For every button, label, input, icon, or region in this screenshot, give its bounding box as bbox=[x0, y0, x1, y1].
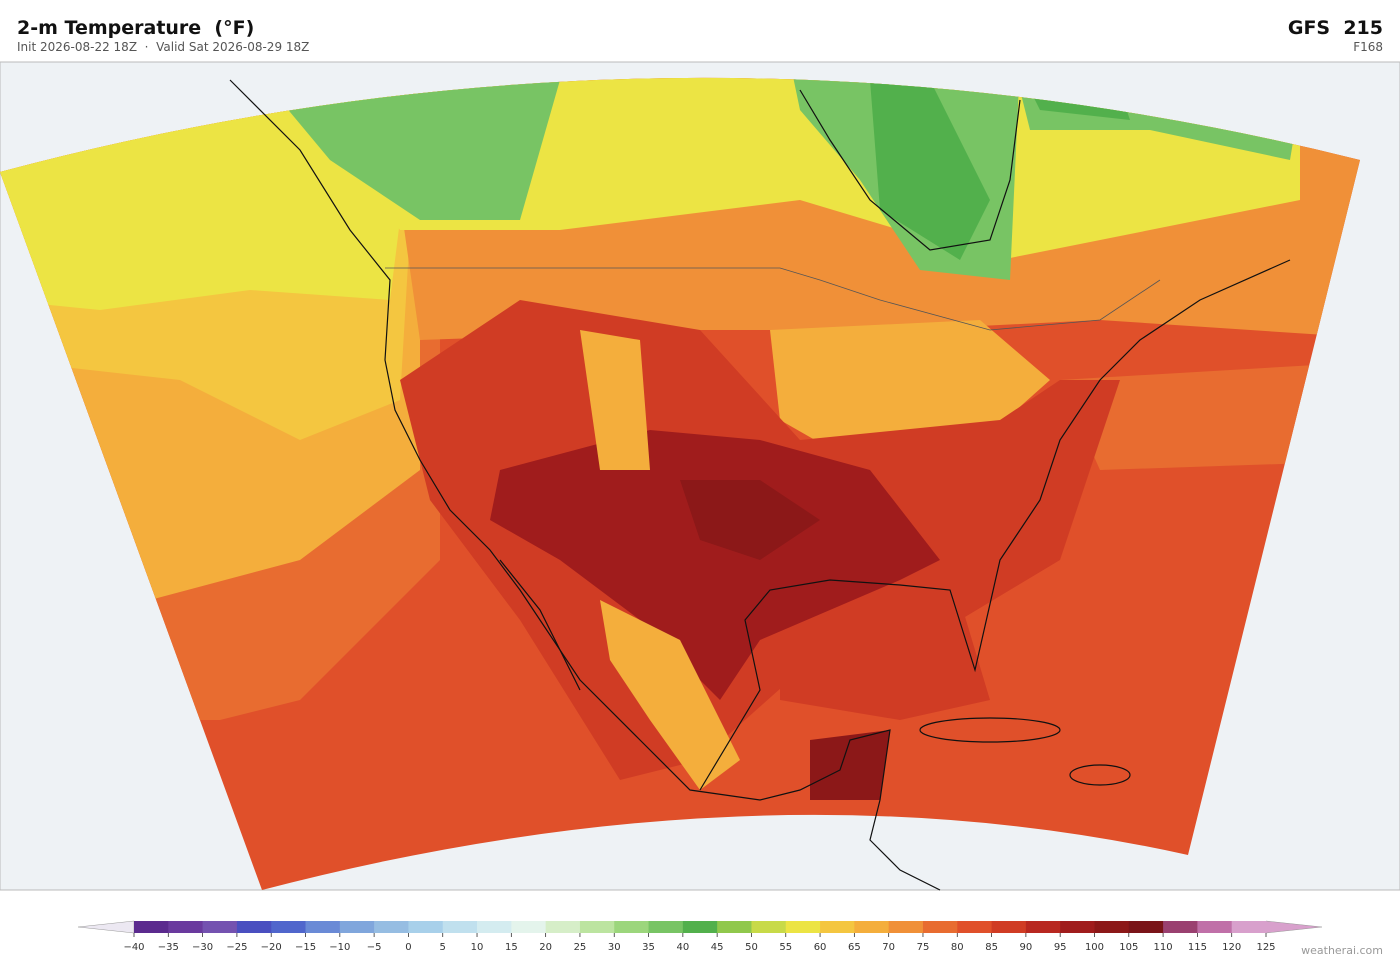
color-bin bbox=[134, 921, 169, 933]
color-bin bbox=[751, 921, 787, 933]
color-bin bbox=[168, 921, 204, 933]
tick-label: 55 bbox=[779, 942, 792, 953]
color-bin bbox=[511, 921, 547, 933]
color-bin bbox=[1025, 921, 1061, 933]
color-bin bbox=[991, 921, 1027, 933]
color-bin bbox=[477, 921, 512, 933]
color-bin bbox=[1231, 921, 1267, 933]
color-bin bbox=[1060, 921, 1095, 933]
tick-label: 30 bbox=[608, 942, 621, 953]
tick-label: −30 bbox=[192, 942, 213, 953]
tick-label: 65 bbox=[848, 942, 861, 953]
tick-label: −25 bbox=[226, 942, 247, 953]
tick-label: 10 bbox=[471, 942, 484, 953]
color-bin bbox=[374, 921, 409, 933]
colorbar-extend bbox=[77, 920, 135, 934]
tick-label: 35 bbox=[642, 942, 655, 953]
color-bin bbox=[614, 921, 650, 933]
tick-label: 50 bbox=[745, 942, 758, 953]
subtitle: Init 2026-08-22 18Z · Valid Sat 2026-08-… bbox=[17, 40, 309, 54]
tick-label: −35 bbox=[158, 942, 179, 953]
tick-label: 80 bbox=[951, 942, 964, 953]
tick-label: 125 bbox=[1256, 942, 1275, 953]
color-bin bbox=[202, 921, 238, 933]
tick-label: −10 bbox=[329, 942, 350, 953]
tick-label: 25 bbox=[574, 942, 587, 953]
tick-label: 45 bbox=[711, 942, 724, 953]
color-bin bbox=[236, 921, 272, 933]
tick-label: 20 bbox=[539, 942, 552, 953]
color-bin bbox=[922, 921, 958, 933]
coastline bbox=[229, 79, 1291, 891]
forecast-hour: F168 bbox=[1353, 40, 1383, 54]
title: 2-m Temperature (°F) bbox=[17, 17, 254, 39]
tick-label: 110 bbox=[1154, 942, 1173, 953]
tick-label: 70 bbox=[882, 942, 895, 953]
tick-label: 105 bbox=[1119, 942, 1138, 953]
tick-label: 115 bbox=[1188, 942, 1207, 953]
color-bin bbox=[1197, 921, 1233, 933]
color-bin bbox=[1163, 921, 1198, 933]
tick-label: −20 bbox=[261, 942, 282, 953]
temperature-field bbox=[0, 77, 1360, 891]
color-bin bbox=[888, 921, 924, 933]
tick-label: −5 bbox=[367, 942, 382, 953]
color-bin bbox=[545, 921, 581, 933]
tick-label: 75 bbox=[917, 942, 930, 953]
tick-label: 90 bbox=[1020, 942, 1033, 953]
color-bin bbox=[785, 921, 821, 933]
colorbar: −40 −35 −30 −25 −20 −15 −10 −5 0 5 10 15 20 25 30 35 40 4… bbox=[77, 920, 1323, 953]
color-bin bbox=[305, 921, 341, 933]
color-bin bbox=[442, 921, 478, 933]
color-bin bbox=[854, 921, 890, 933]
tick-label: 40 bbox=[676, 942, 689, 953]
color-bin bbox=[1094, 921, 1130, 933]
tick-label: 0 bbox=[405, 942, 411, 953]
color-bin bbox=[579, 921, 615, 933]
colorbar-extend bbox=[1265, 920, 1323, 934]
watermark: weatherai.com bbox=[1301, 944, 1383, 957]
color-bin bbox=[1128, 921, 1164, 933]
border bbox=[385, 267, 1161, 331]
tick-label: 95 bbox=[1054, 942, 1067, 953]
tick-label: 120 bbox=[1222, 942, 1241, 953]
color-bin bbox=[717, 921, 752, 933]
color-bin bbox=[682, 921, 718, 933]
tick-label: −40 bbox=[123, 942, 144, 953]
tick-label: 60 bbox=[814, 942, 827, 953]
tick-label: 85 bbox=[985, 942, 998, 953]
color-bin bbox=[339, 921, 375, 933]
tick-label: 15 bbox=[505, 942, 518, 953]
tick-label: 100 bbox=[1085, 942, 1104, 953]
color-bin bbox=[648, 921, 684, 933]
map bbox=[0, 61, 1400, 891]
color-bin bbox=[271, 921, 307, 933]
tick-label: 5 bbox=[440, 942, 446, 953]
color-bin bbox=[957, 921, 993, 933]
tick-label: −15 bbox=[295, 942, 316, 953]
color-bin bbox=[820, 921, 855, 933]
model: GFS 215 bbox=[1288, 17, 1383, 39]
color-bin bbox=[408, 921, 444, 933]
